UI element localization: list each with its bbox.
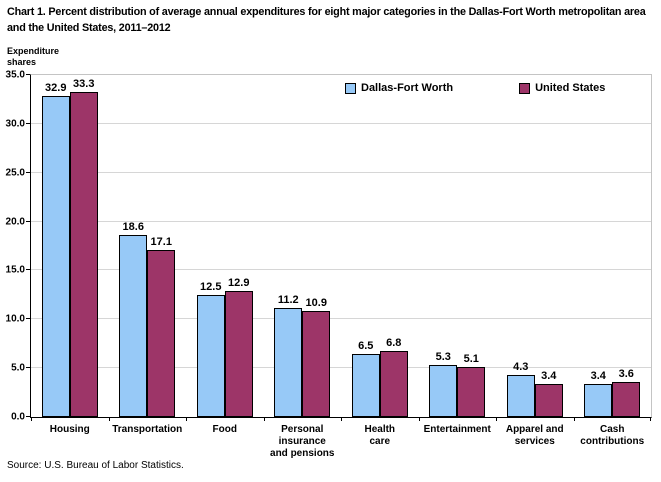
gridline (31, 318, 651, 320)
y-tick-label: 15.0 (5, 264, 25, 276)
bar-group: 4.3 3.4 (496, 75, 574, 417)
x-axis-tick (341, 417, 342, 421)
bar-group: 12.5 12.9 (186, 75, 264, 417)
x-axis-tick (31, 417, 32, 421)
bar-dallas-fort-worth: 6.5 (351, 340, 380, 417)
bar-dallas-fort-worth: 4.3 (506, 361, 535, 417)
plot-area: Dallas-Fort Worth United States 0.0 5.0 10.… (6, 70, 652, 459)
bar-united-states: 3.6 (612, 368, 641, 417)
gridline (31, 171, 651, 173)
value-label: 33.3 (73, 77, 95, 90)
value-label: 6.5 (358, 339, 374, 352)
x-axis-tick (573, 417, 575, 421)
y-axis-tick (26, 171, 30, 173)
gridline (31, 367, 651, 369)
value-label: 3.4 (541, 369, 557, 382)
value-label: 32.9 (45, 81, 67, 94)
y-tick-label: 0.0 (11, 411, 25, 423)
bar-dallas-fort-worth: 11.2 (274, 294, 303, 417)
value-label: 5.3 (435, 351, 451, 364)
x-axis-tick (186, 417, 187, 421)
value-label: 3.4 (590, 369, 606, 382)
x-tick-label: Food (212, 424, 237, 435)
y-axis-tick (26, 122, 30, 124)
chart-title: Chart 1. Percent distribution of average… (7, 6, 646, 34)
value-label: 4.3 (513, 360, 529, 373)
value-label: 12.5 (200, 280, 222, 293)
y-axis-tick (26, 367, 30, 369)
x-axis-tick (418, 417, 420, 421)
bar-dallas-fort-worth: 5.3 (429, 351, 458, 417)
gridline (31, 122, 651, 124)
bar-united-states: 33.3 (69, 78, 98, 417)
bar-dallas-fort-worth: 3.4 (584, 370, 613, 417)
y-tick-label: 30.0 (5, 118, 25, 130)
value-label: 5.1 (463, 353, 479, 366)
bar-united-states: 6.8 (379, 337, 408, 417)
bar-united-states: 5.1 (457, 353, 486, 417)
value-label: 11.2 (277, 293, 299, 306)
bar-group: 11.2 10.9 (264, 75, 342, 417)
source-note: Source: U.S. Bureau of Labor Statistics. (7, 460, 184, 471)
x-axis-tick (108, 417, 110, 421)
legend-swatch (519, 82, 531, 94)
y-axis-tick (26, 269, 30, 271)
x-tick-label: Transportation (112, 424, 183, 435)
x-tick-label: Health care (364, 424, 396, 448)
legend-item-united-states: United States (519, 82, 605, 94)
x-axis-tick (263, 417, 265, 421)
bar-united-states: 12.9 (224, 277, 253, 417)
x-tick-label: Cash contributions (580, 424, 645, 448)
x-tick-label: Personal insurance and pensions (270, 424, 335, 460)
y-axis-tick (26, 318, 30, 320)
x-axis-tick (650, 417, 651, 421)
value-label: 3.6 (618, 367, 634, 380)
bar-group: 18.6 17.1 (109, 75, 187, 417)
bar-dallas-fort-worth: 12.5 (196, 281, 225, 417)
y-tick-label: 35.0 (5, 69, 25, 81)
y-axis-label: Expenditure shares (7, 46, 60, 68)
bar-group: 3.4 3.6 (574, 75, 652, 417)
x-tick-label: Apparel and services (505, 424, 564, 448)
value-label: 17.1 (150, 235, 172, 248)
value-label: 12.9 (228, 276, 250, 289)
y-axis-tick (26, 416, 30, 417)
x-tick-label: Housing (49, 424, 90, 435)
bar-group: 32.9 33.3 (31, 75, 109, 417)
y-tick-label: 20.0 (5, 216, 25, 228)
y-tick-label: 25.0 (5, 167, 25, 179)
legend-label: Dallas-Fort Worth (361, 82, 454, 94)
x-axis-tick (496, 417, 497, 421)
legend-swatch (345, 82, 356, 94)
gridline (31, 220, 651, 222)
value-label: 18.6 (122, 221, 144, 234)
legend-item-dallas-fort-worth: Dallas-Fort Worth (345, 82, 453, 94)
bar-united-states: 3.4 (534, 370, 563, 417)
bar-united-states: 10.9 (302, 297, 331, 417)
value-label: 10.9 (305, 296, 327, 309)
y-axis-tick (26, 74, 30, 75)
y-tick-label: 5.0 (11, 362, 25, 374)
gridline (31, 269, 651, 271)
x-tick-label: Entertainment (423, 424, 491, 435)
value-label: 6.8 (386, 336, 402, 349)
bar-group: 6.5 6.8 (341, 75, 419, 417)
legend-label: United States (535, 82, 606, 94)
bar-dallas-fort-worth: 32.9 (41, 82, 70, 417)
bar-united-states: 17.1 (147, 236, 176, 417)
y-tick-label: 10.0 (5, 313, 25, 325)
bar-dallas-fort-worth: 18.6 (119, 221, 148, 417)
legend: Dallas-Fort Worth United States (345, 82, 605, 94)
y-axis-tick (26, 220, 30, 222)
bar-group: 5.3 5.1 (419, 75, 497, 417)
